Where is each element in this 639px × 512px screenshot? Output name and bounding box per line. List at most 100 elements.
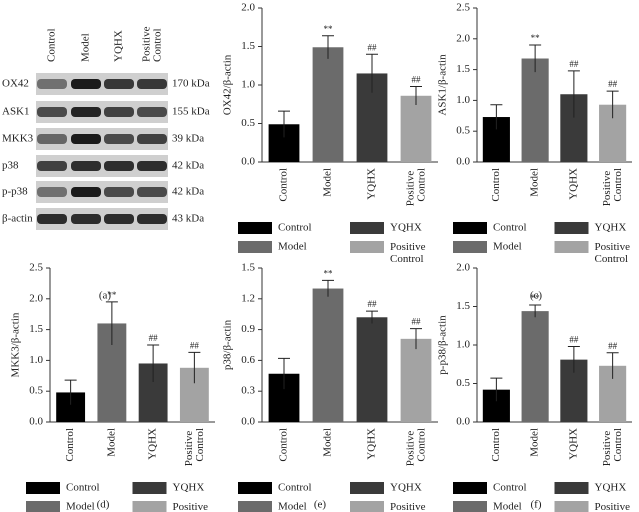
y-axis-label: ASK1/β-actin bbox=[437, 54, 449, 116]
x-tick-label: Positive Control bbox=[404, 168, 427, 206]
blot-band bbox=[37, 187, 67, 197]
legend-swatch bbox=[453, 482, 487, 494]
legend-label: Model bbox=[493, 241, 522, 253]
legend-label: YQHX bbox=[595, 222, 627, 234]
size-label: 42 kDa bbox=[172, 160, 204, 172]
y-tick-label: 0.0 bbox=[241, 156, 255, 168]
legend-swatch bbox=[554, 482, 589, 494]
blot-band bbox=[137, 214, 167, 224]
error-bar bbox=[366, 310, 378, 324]
legend-label: Positive Control bbox=[595, 241, 633, 265]
lane-label: YQHX bbox=[113, 30, 125, 62]
legend-swatch bbox=[238, 501, 272, 512]
error-bar bbox=[529, 304, 542, 318]
y-tick-label: 0.0 bbox=[241, 416, 255, 428]
panel-label: (c) bbox=[530, 290, 543, 302]
blot-band bbox=[137, 107, 167, 117]
panel-label: (f) bbox=[531, 499, 542, 511]
blot-strip bbox=[36, 73, 168, 95]
significance-label: ** bbox=[324, 24, 334, 34]
blot-strip bbox=[36, 181, 168, 203]
bar bbox=[400, 95, 432, 162]
legend-swatch bbox=[554, 501, 589, 512]
y-tick-label: 0.0 bbox=[456, 416, 470, 428]
legend-label: Model bbox=[278, 241, 307, 253]
legend-swatch bbox=[453, 222, 487, 234]
x-tick-label: YQHX bbox=[567, 168, 579, 200]
lane-label: Control bbox=[46, 28, 58, 62]
legend-label: Positive Control bbox=[390, 501, 428, 512]
size-label: 155 kDa bbox=[172, 106, 210, 118]
size-label: 39 kDa bbox=[172, 133, 204, 145]
x-tick-label: Positive Control bbox=[601, 428, 624, 466]
x-tick-label: YQHX bbox=[567, 428, 579, 460]
x-tick-label: Positive Control bbox=[601, 168, 624, 206]
panel-label: (d) bbox=[97, 499, 110, 511]
legend-label: Control bbox=[493, 222, 527, 234]
legend-label: YQHX bbox=[173, 482, 205, 494]
significance-label: ## bbox=[149, 333, 159, 343]
y-tick-label: 1.5 bbox=[29, 323, 43, 335]
error-bar bbox=[410, 328, 422, 350]
legend-swatch bbox=[554, 222, 589, 234]
y-tick-label: 2.5 bbox=[29, 262, 43, 274]
lane-label: Model bbox=[80, 33, 92, 62]
error-bar bbox=[105, 301, 118, 345]
blot-band bbox=[37, 161, 67, 171]
blot-strip bbox=[36, 155, 168, 177]
error-bar bbox=[278, 357, 290, 390]
error-bar bbox=[567, 346, 580, 373]
y-tick-label: 1.5 bbox=[241, 40, 255, 52]
y-tick-label: 1.5 bbox=[241, 262, 255, 274]
y-axis-label: OX42/β-actin bbox=[222, 54, 234, 115]
significance-label: ** bbox=[531, 33, 541, 43]
significance-label: ## bbox=[608, 79, 618, 89]
x-tick-label: Positive Control bbox=[404, 428, 427, 466]
y-axis-label: p38/β-actin bbox=[222, 319, 234, 370]
size-label: 42 kDa bbox=[172, 186, 204, 198]
blot-band bbox=[137, 187, 167, 197]
y-tick-label: 0.0 bbox=[456, 156, 470, 168]
bar bbox=[521, 311, 549, 422]
legend-label: Model bbox=[278, 501, 307, 512]
x-tick-label: Control bbox=[278, 168, 290, 202]
blot-band bbox=[71, 79, 101, 89]
y-tick-label: 0.5 bbox=[456, 377, 470, 389]
legend-label: YQHX bbox=[390, 222, 422, 234]
error-bar bbox=[410, 86, 422, 106]
error-bar bbox=[529, 44, 542, 73]
blot-band bbox=[137, 161, 167, 171]
y-tick-label: 0.6 bbox=[241, 354, 255, 366]
protein-label: p-p38 bbox=[2, 186, 28, 198]
bar bbox=[521, 58, 549, 162]
blot-band bbox=[71, 107, 101, 117]
error-bar bbox=[606, 352, 619, 379]
x-tick-label: Control bbox=[490, 428, 502, 462]
blot-band bbox=[37, 214, 67, 224]
legend-label: Model bbox=[66, 501, 95, 512]
x-tick-label: Model bbox=[322, 168, 334, 197]
error-bar bbox=[322, 35, 334, 59]
panel-label: (a) bbox=[99, 290, 112, 302]
legend-label: Model bbox=[493, 501, 522, 512]
significance-label: ** bbox=[107, 290, 117, 300]
lane-label: Positive Control bbox=[140, 24, 163, 62]
bar bbox=[356, 317, 388, 422]
legend-swatch bbox=[238, 482, 272, 494]
y-tick-label: 2.0 bbox=[456, 262, 470, 274]
blot-band bbox=[104, 107, 134, 117]
blot-band bbox=[37, 134, 67, 144]
x-tick-label: Control bbox=[64, 428, 76, 462]
size-label: 170 kDa bbox=[172, 78, 210, 90]
blot-band bbox=[37, 79, 67, 89]
significance-label: ## bbox=[368, 42, 378, 52]
error-bar bbox=[147, 344, 160, 382]
error-bar bbox=[606, 90, 619, 119]
blot-band bbox=[104, 214, 134, 224]
protein-label: OX42 bbox=[2, 78, 29, 90]
legend-label: Control bbox=[278, 482, 312, 494]
legend-swatch bbox=[350, 482, 384, 494]
blot-strip bbox=[36, 128, 168, 150]
bar bbox=[312, 47, 344, 162]
